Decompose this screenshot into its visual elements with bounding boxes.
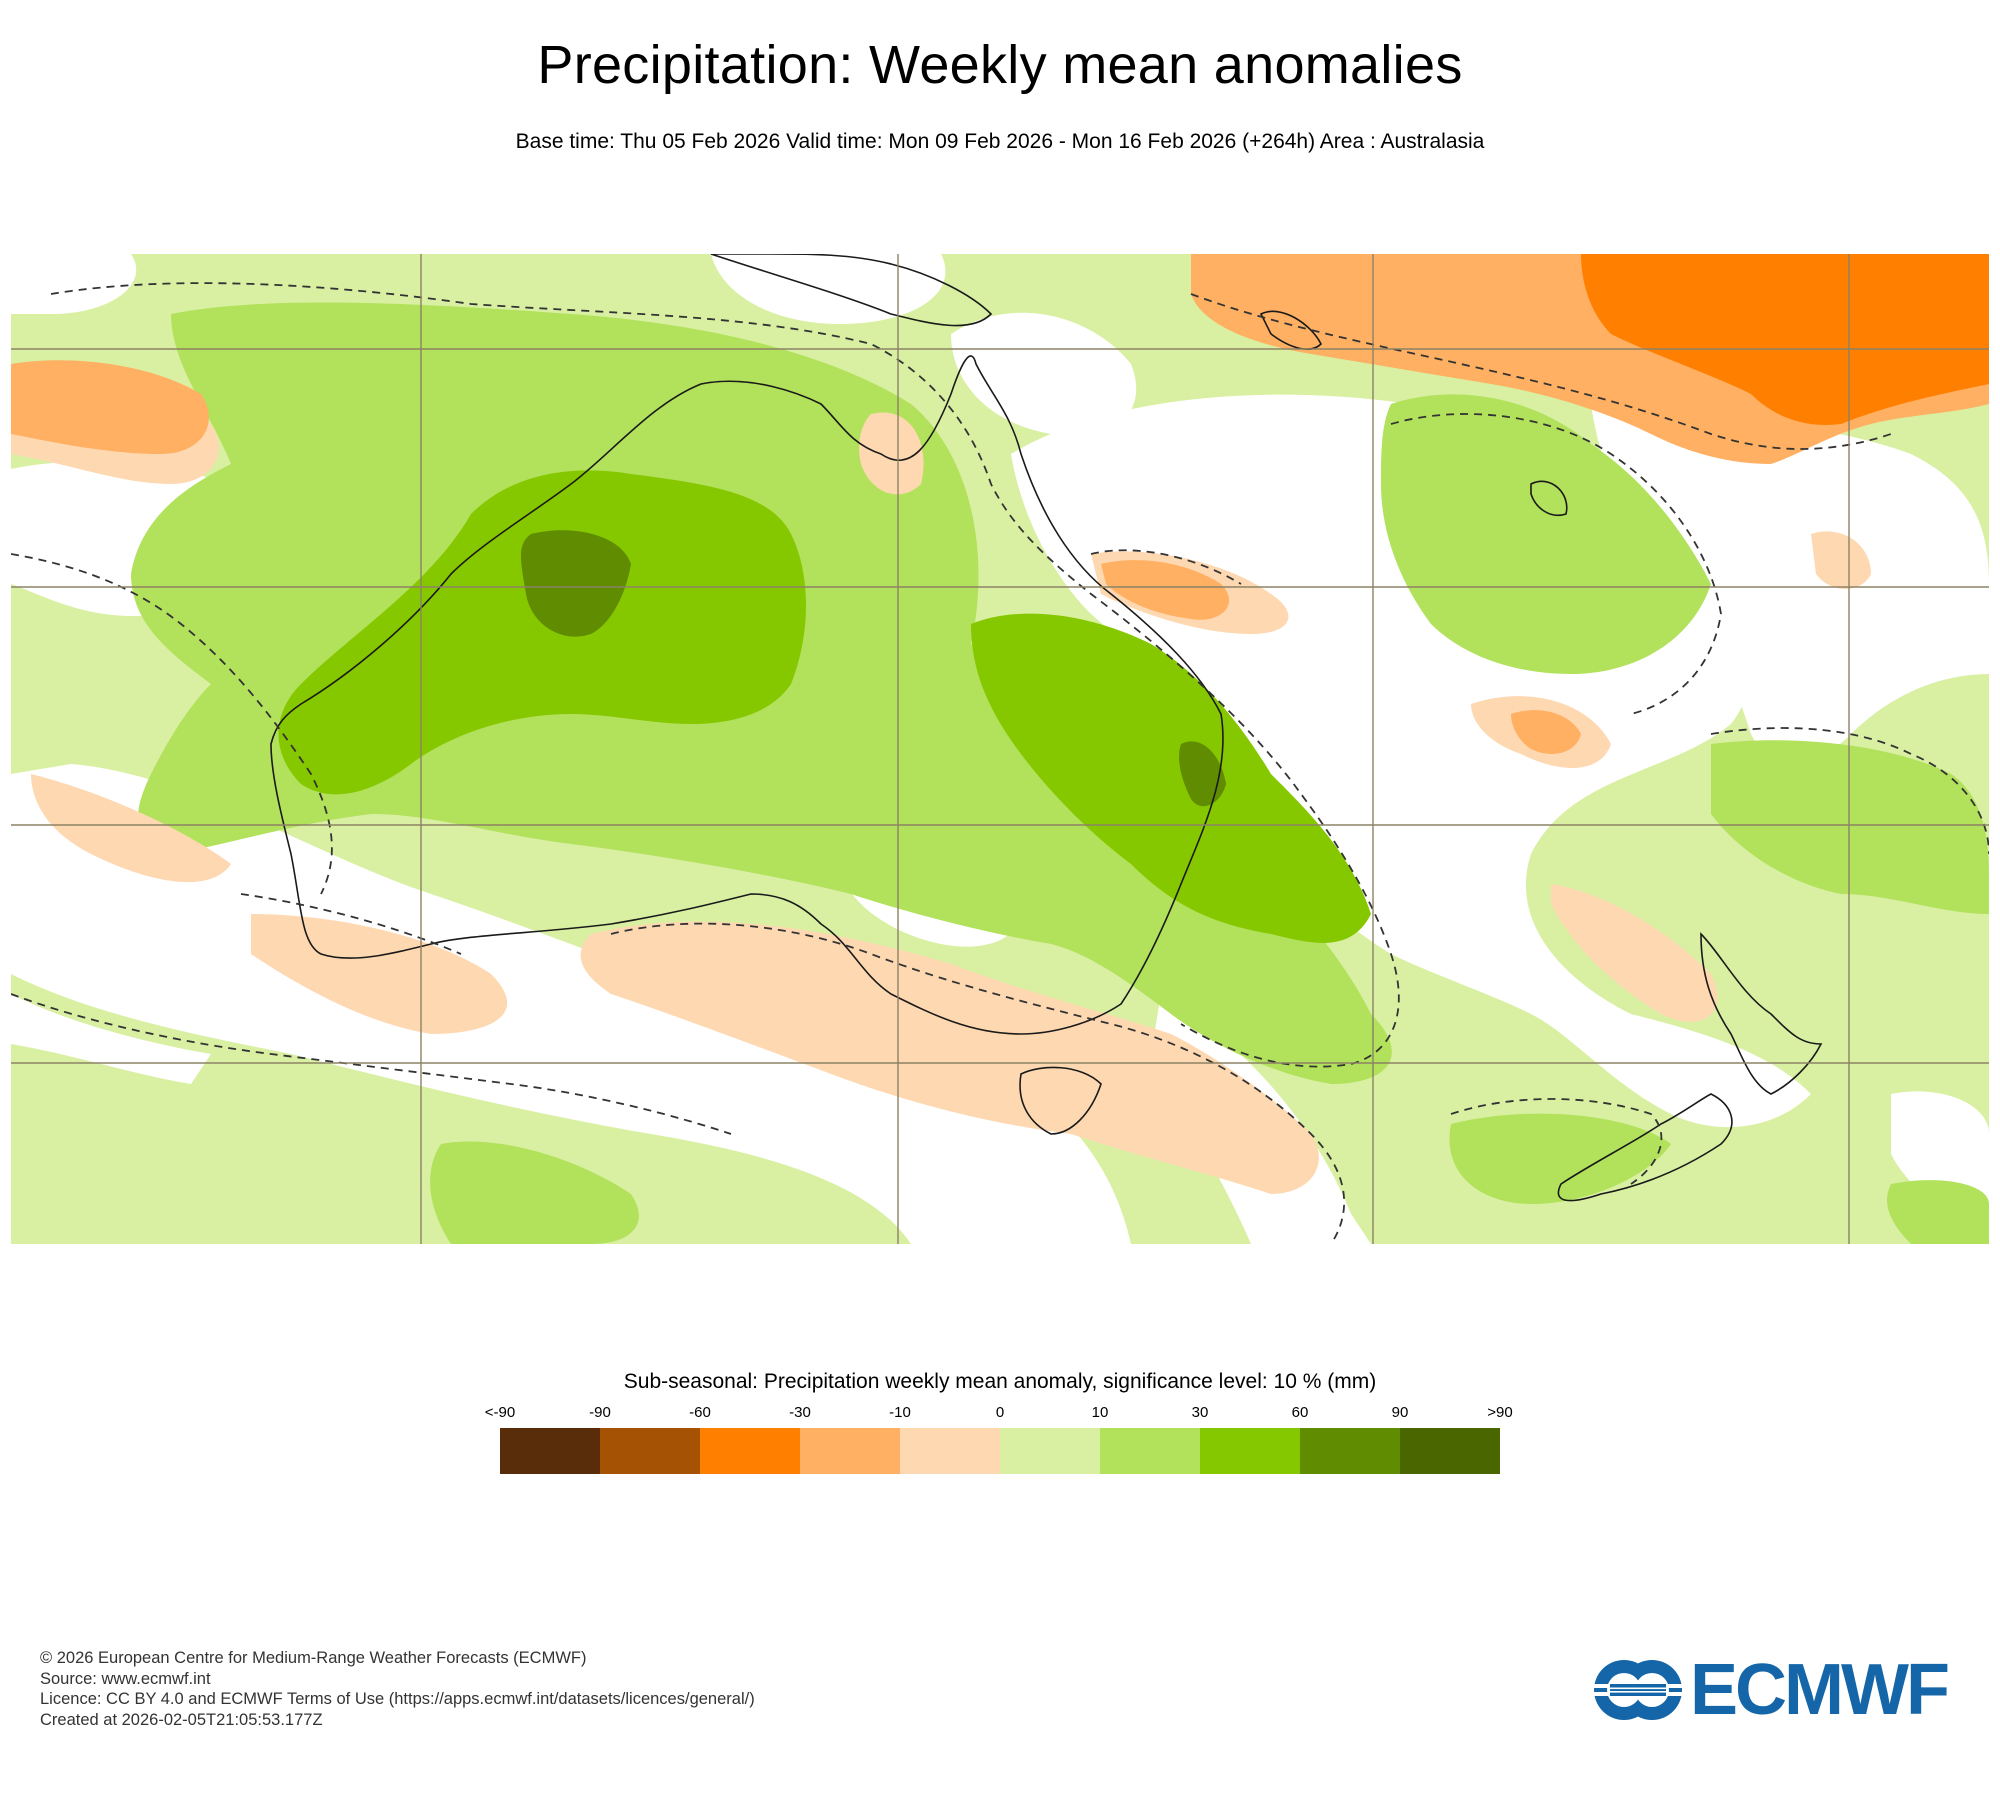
legend-tick-label: -60 <box>689 1404 711 1421</box>
legend-tick-label: 90 <box>1391 1404 1409 1421</box>
legend-tick-label: 30 <box>1191 1404 1209 1421</box>
licence-text: Licence: CC BY 4.0 and ECMWF Terms of Us… <box>40 1690 755 1708</box>
legend-swatch <box>1200 1428 1300 1474</box>
positive-anomaly-strong <box>278 470 1371 943</box>
precipitation-anomaly-map <box>11 254 1989 1244</box>
ecmwf-logo-icon <box>1590 1660 1686 1720</box>
legend-swatch <box>500 1428 600 1474</box>
legend-title: Sub-seasonal: Precipitation weekly mean … <box>623 1370 1377 1393</box>
legend-tick-label: 0 <box>995 1404 1005 1421</box>
legend-tick-label: -10 <box>889 1404 911 1421</box>
new-zealand-south-coastline <box>1557 1093 1733 1202</box>
legend-tick-label: <-90 <box>484 1404 516 1421</box>
legend-tick-label: >90 <box>1487 1404 1513 1421</box>
islands-coastline <box>1259 310 1568 516</box>
color-legend: <-90 -90 -60 -30 -10 0 10 30 60 90 >90 <box>485 1404 1513 1474</box>
chart-subtitle: Base time: Thu 05 Feb 2026 Valid time: M… <box>515 130 1485 153</box>
chart-title: Precipitation: Weekly mean anomalies <box>537 35 1463 95</box>
ecmwf-logo-text: ECMWF <box>1690 1650 1950 1730</box>
legend-swatch <box>1000 1428 1100 1474</box>
footer: © 2026 European Centre for Medium-Range … <box>40 1648 755 1730</box>
legend-swatch <box>1100 1428 1200 1474</box>
positive-anomaly-very-strong <box>521 530 1226 807</box>
created-text: Created at 2026-02-05T21:05:53.177Z <box>40 1710 323 1729</box>
legend-tick-label: -30 <box>789 1404 811 1421</box>
ecmwf-logo: ECMWF <box>1590 1650 1960 1730</box>
legend-swatch <box>900 1428 1000 1474</box>
legend-swatch <box>800 1428 900 1474</box>
legend-swatch <box>700 1428 800 1474</box>
legend-tick-label: 10 <box>1091 1404 1109 1421</box>
new-zealand-north-coastline <box>1700 932 1823 1095</box>
source-text: Source: www.ecmwf.int <box>40 1669 211 1688</box>
legend-swatch <box>1300 1428 1400 1474</box>
tasmania-coastline <box>1019 1066 1102 1135</box>
legend-tick-label: 60 <box>1291 1404 1309 1421</box>
legend-swatch <box>600 1428 700 1474</box>
copyright-text: © 2026 European Centre for Medium-Range … <box>40 1649 587 1667</box>
legend-swatch <box>1400 1428 1500 1474</box>
graticule <box>11 254 1989 1244</box>
legend-tick-label: -90 <box>589 1404 611 1421</box>
new-guinea-coastline <box>710 254 993 327</box>
negative-anomaly-strong <box>1581 254 1989 425</box>
